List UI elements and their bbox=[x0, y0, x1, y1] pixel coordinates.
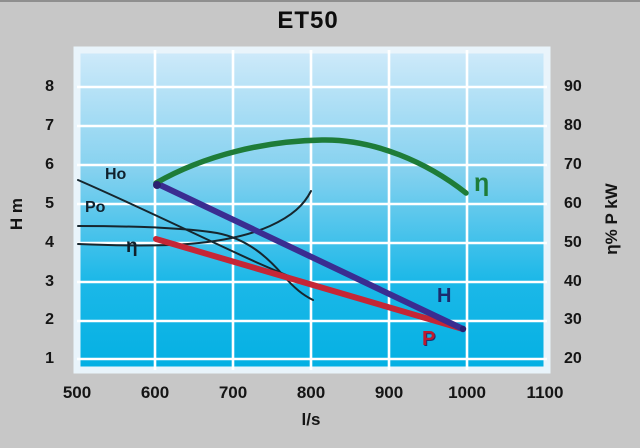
left-tick-8: 8 bbox=[45, 78, 54, 95]
duty-start-marker bbox=[153, 181, 161, 189]
right-tick-60: 60 bbox=[564, 195, 582, 212]
right-tick-30: 30 bbox=[564, 311, 582, 328]
left-tick-2: 2 bbox=[45, 311, 54, 328]
right-tick-80: 80 bbox=[564, 117, 582, 134]
eta-thin-curve-label: η bbox=[126, 236, 138, 257]
left-tick-6: 6 bbox=[45, 156, 54, 173]
x-tick-1000: 1000 bbox=[448, 383, 486, 402]
x-tick-600: 600 bbox=[140, 383, 170, 402]
left-axis-title: H m bbox=[7, 197, 26, 231]
chart-title: ET50 bbox=[277, 7, 339, 34]
left-tick-5: 5 bbox=[45, 195, 54, 212]
eta-curve-label: η bbox=[474, 169, 490, 197]
x-tick-700: 700 bbox=[218, 383, 248, 402]
right-axis-title: η% P kW bbox=[602, 183, 621, 255]
eta-curve bbox=[153, 137, 469, 196]
right-tick-50: 50 bbox=[564, 234, 582, 251]
right-tick-70: 70 bbox=[564, 156, 582, 173]
x-tick-500: 500 bbox=[62, 383, 92, 402]
p-curve-label: P bbox=[422, 328, 436, 350]
left-tick-7: 7 bbox=[45, 117, 54, 134]
gridlines bbox=[77, 50, 547, 370]
h-curve bbox=[155, 181, 466, 332]
left-tick-1: 1 bbox=[45, 350, 54, 367]
po-curve-label: Po bbox=[85, 199, 106, 216]
eta-thin-curve bbox=[77, 190, 312, 247]
ho-curve-label: Ho bbox=[105, 166, 127, 183]
duty-end-marker bbox=[459, 325, 467, 333]
right-tick-40: 40 bbox=[564, 273, 582, 290]
po-thin-curve bbox=[77, 225, 314, 301]
h-curve-label: H bbox=[437, 285, 452, 307]
x-tick-1100: 1100 bbox=[526, 383, 564, 402]
right-tick-20: 20 bbox=[564, 350, 582, 367]
right-tick-90: 90 bbox=[564, 78, 582, 95]
left-tick-3: 3 bbox=[45, 273, 54, 290]
p-curve bbox=[153, 236, 466, 332]
left-tick-4: 4 bbox=[45, 234, 54, 251]
x-tick-900: 900 bbox=[374, 383, 404, 402]
bottom-axis-title: l/s bbox=[301, 410, 321, 429]
x-tick-800: 800 bbox=[296, 383, 326, 402]
